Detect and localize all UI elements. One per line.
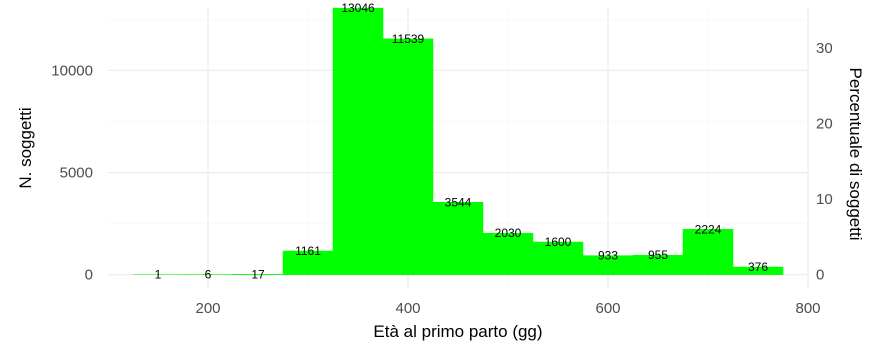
y2-axis-ticks: 0 10 20 30	[816, 40, 833, 284]
x-tick-label: 800	[795, 300, 820, 317]
x-axis-title: Età al primo parto (gg)	[373, 322, 542, 341]
histogram-bar	[433, 202, 483, 274]
bar-value-label: 11539	[392, 32, 425, 46]
bar-value-label: 2030	[495, 226, 522, 240]
y2-tick-label: 10	[816, 191, 833, 208]
bar-value-label: 955	[648, 248, 668, 262]
bar-value-label: 13046	[341, 1, 375, 15]
bar-value-label: 1600	[545, 235, 572, 249]
bar-value-label: 17	[251, 267, 265, 281]
y2-tick-label: 0	[816, 267, 824, 284]
y-axis-title: N. soggetti	[16, 107, 35, 188]
y-tick-label: 10000	[51, 62, 93, 79]
bar-value-label: 3544	[445, 195, 472, 209]
x-tick-label: 600	[595, 300, 620, 317]
y2-axis-title: Percentuale di soggetti	[846, 68, 865, 241]
bars	[133, 8, 783, 275]
x-tick-label: 200	[195, 300, 220, 317]
histogram-bar	[383, 39, 433, 275]
bar-value-label: 933	[598, 249, 618, 263]
y-tick-label: 5000	[60, 165, 93, 182]
bar-value-label: 2224	[695, 222, 722, 236]
bar-value-label: 376	[748, 260, 768, 274]
bar-value-label: 1	[155, 268, 162, 282]
x-tick-label: 400	[395, 300, 420, 317]
bar-value-label: 6	[205, 268, 212, 282]
x-axis-ticks: 200 400 600 800	[195, 300, 820, 317]
bar-value-label: 1161	[295, 244, 321, 258]
y2-tick-label: 30	[816, 40, 833, 57]
y-axis-ticks: 0 5000 10000	[51, 62, 93, 283]
histogram-bar	[333, 8, 383, 275]
y-tick-label: 0	[85, 267, 93, 284]
y2-tick-label: 20	[816, 116, 833, 133]
